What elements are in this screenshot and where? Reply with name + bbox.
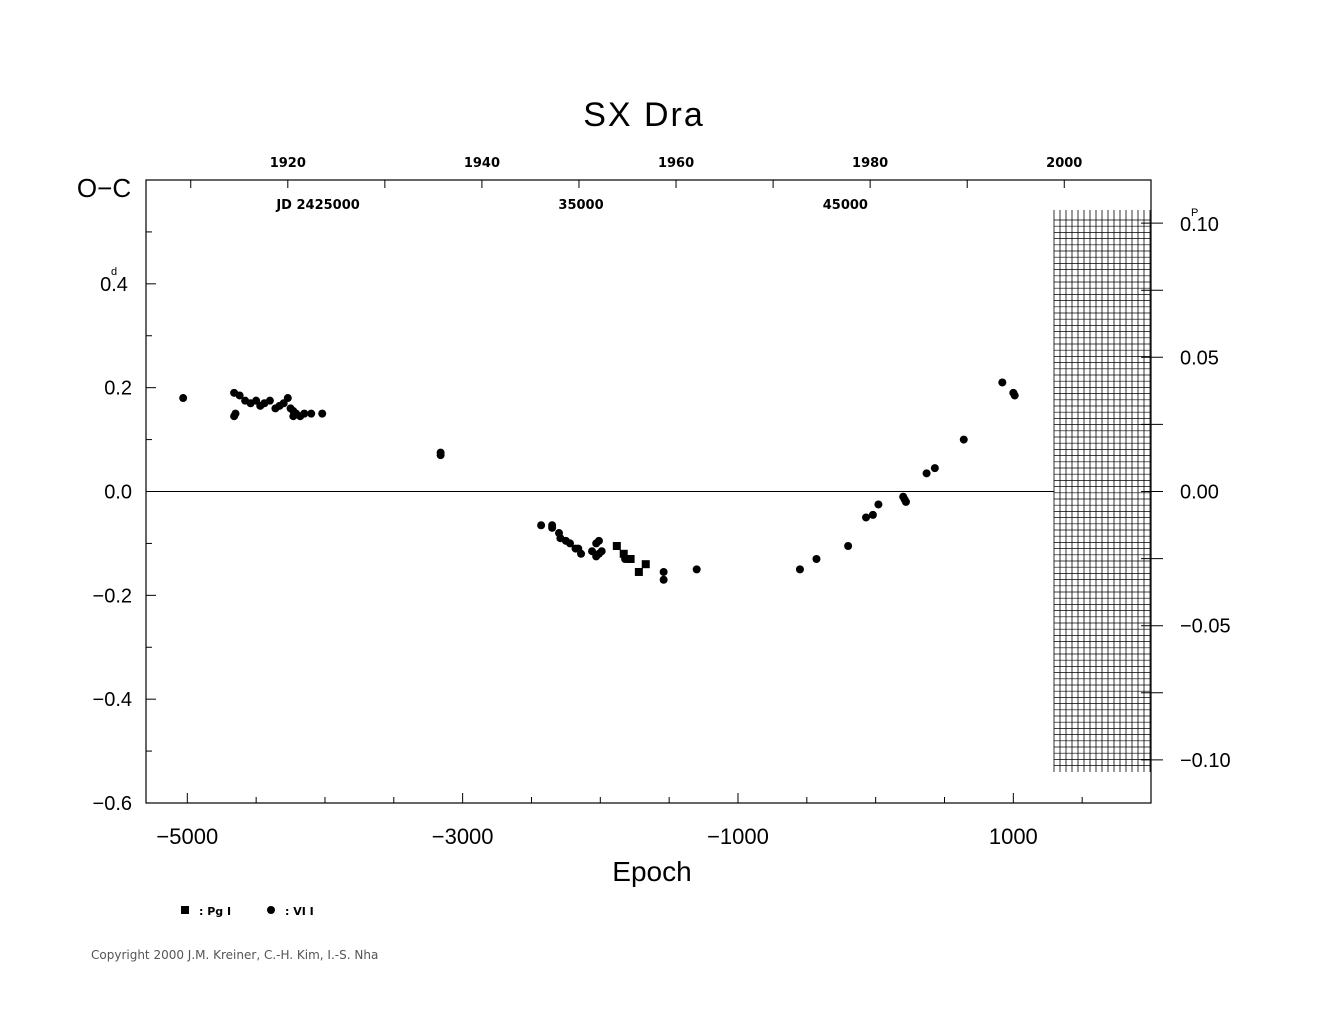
- jd-label: 45000: [823, 198, 868, 213]
- top-year-label: 2000: [1046, 156, 1082, 171]
- data-point-vi: [179, 394, 188, 403]
- y-tick-label: −0.6: [93, 793, 132, 815]
- data-point-vi: [592, 552, 601, 561]
- data-point-pg: [634, 567, 643, 576]
- x-axis-title: Epoch: [612, 856, 691, 887]
- svg-text:0.4: 0.4: [100, 274, 128, 296]
- data-point-vi: [436, 451, 445, 460]
- axis-tick-labels: −5000 −3000 −1000 1000 0.2 0.0 −0.2 −0.4 −0.6 0.0…: [93, 347, 1231, 849]
- data-point-vi: [300, 409, 309, 418]
- svg-text:d: d: [111, 266, 117, 278]
- x-tick-label: −3000: [432, 824, 494, 849]
- data-point-vi: [594, 536, 603, 545]
- svg-text:0.10: 0.10: [1180, 214, 1219, 236]
- jd-label: 35000: [558, 198, 603, 213]
- data-point-vi: [318, 409, 327, 418]
- x-tick-label: −5000: [156, 824, 218, 849]
- svg-text:P: P: [1191, 207, 1198, 219]
- right-tick-label: −0.05: [1180, 616, 1231, 638]
- jd-label: JD 2425000: [275, 198, 359, 213]
- data-point-vi: [922, 469, 931, 478]
- y-tick-label: 0.0: [104, 482, 132, 504]
- right-tick-label: 0.00: [1180, 482, 1219, 504]
- data-points: [179, 378, 1019, 584]
- data-point-vi: [998, 378, 1007, 387]
- right-tick-label: −0.10: [1180, 750, 1231, 772]
- data-point-vi: [795, 565, 804, 574]
- y-tick-label: −0.2: [93, 585, 132, 607]
- axis-ticks: [146, 179, 1163, 804]
- data-point-vi: [844, 542, 853, 551]
- right-unit-label: 0.10 P: [1180, 207, 1219, 236]
- data-point-vi: [537, 521, 546, 530]
- data-point-vi: [812, 554, 821, 563]
- copyright-text: Copyright 2000 J.M. Kreiner, C.-H. Kim, …: [91, 948, 379, 962]
- data-point-vi: [901, 497, 910, 506]
- top-year-label: 1920: [270, 156, 306, 171]
- data-point-vi: [930, 464, 939, 473]
- x-tick-label: −1000: [707, 824, 769, 849]
- data-point-vi: [566, 539, 575, 548]
- data-point-vi: [659, 575, 668, 584]
- y-tick-label: −0.4: [93, 689, 132, 711]
- data-point-vi: [868, 510, 877, 519]
- data-point-pg: [612, 542, 621, 551]
- y-unit-label: 0.4 d: [100, 266, 128, 296]
- data-point-pg: [619, 549, 628, 558]
- data-point-vi: [597, 547, 606, 556]
- data-point-vi: [862, 513, 871, 522]
- legend: : Pg I : VI I: [181, 905, 314, 918]
- legend-marker-square: [181, 906, 189, 914]
- y-axis-title: O−C: [77, 173, 131, 203]
- data-point-vi: [231, 409, 240, 418]
- y-tick-label: 0.2: [104, 378, 132, 400]
- data-point-vi: [307, 409, 316, 418]
- data-point-vi: [548, 523, 557, 532]
- data-point-vi: [623, 554, 632, 563]
- right-tick-label: 0.05: [1180, 347, 1219, 369]
- data-point-vi: [577, 549, 586, 558]
- x-tick-label: 1000: [989, 824, 1038, 849]
- data-point-vi: [692, 565, 701, 574]
- data-point-vi: [959, 435, 968, 444]
- legend-marker-circle: [267, 906, 275, 914]
- top-year-label: 1940: [464, 156, 500, 171]
- data-point-vi: [265, 396, 274, 405]
- top-year-label: 1960: [658, 156, 694, 171]
- legend-label: : Pg I: [199, 905, 231, 918]
- jd-labels: JD 2425000 35000 45000: [275, 198, 868, 213]
- data-point-vi: [289, 412, 298, 421]
- data-point-pg: [641, 560, 650, 569]
- top-year-label: 1980: [852, 156, 888, 171]
- chart-title: SX Dra: [583, 96, 705, 134]
- legend-label: : VI I: [285, 905, 314, 918]
- data-point-vi: [874, 500, 883, 509]
- data-point-vi: [283, 394, 292, 403]
- hatched-region: [1053, 210, 1151, 772]
- data-point-vi: [235, 391, 244, 400]
- top-year-labels: 1920 1940 1960 1980 2000: [270, 156, 1083, 171]
- data-point-vi: [659, 567, 668, 576]
- data-point-vi: [1010, 391, 1019, 400]
